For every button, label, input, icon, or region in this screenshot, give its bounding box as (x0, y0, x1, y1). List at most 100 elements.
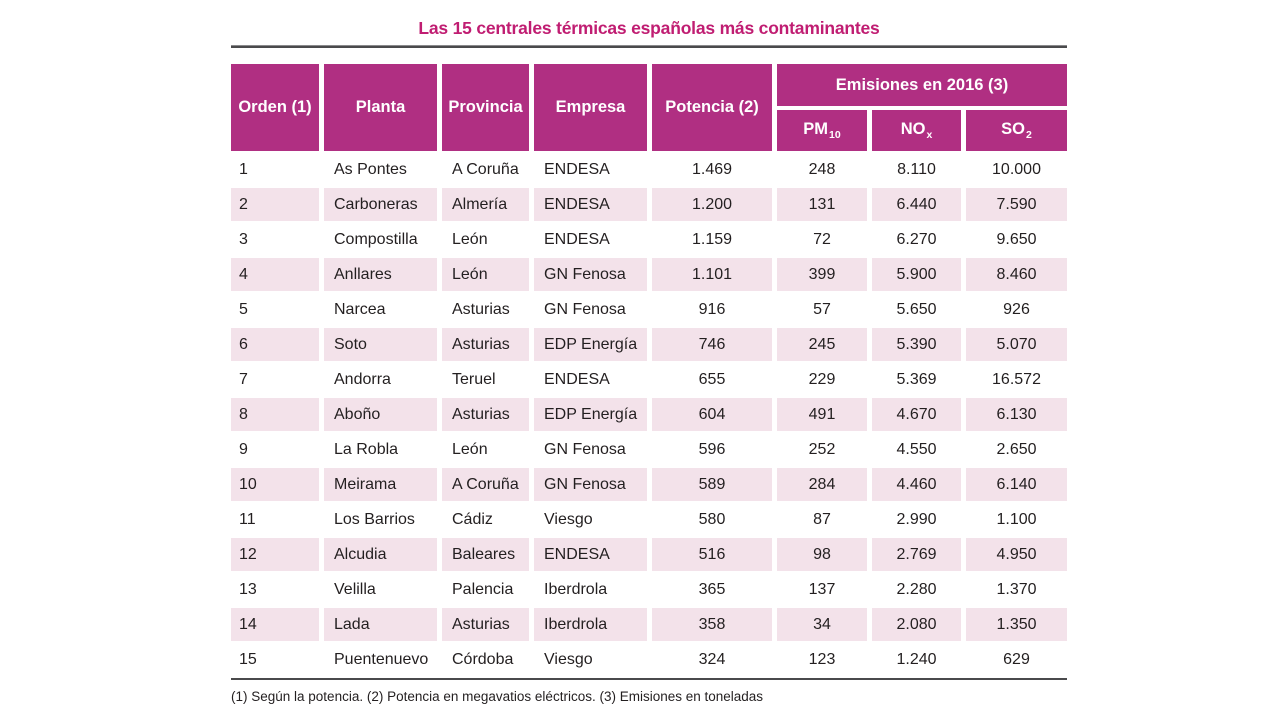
cell-so2: 1.370 (966, 573, 1068, 608)
cell-planta: Narcea (324, 293, 442, 328)
cell-orden: 3 (231, 223, 324, 258)
col-group-emisiones: Emisiones en 2016 (3) (777, 64, 1068, 110)
table-header: Orden (1) Planta Provincia Empresa Poten… (231, 64, 1068, 153)
table-row: 1 As Pontes A Coruña ENDESA 1.469 248 8.… (231, 153, 1068, 188)
cell-orden: 15 (231, 643, 324, 678)
chart-title: Las 15 centrales térmicas españolas más … (418, 18, 880, 38)
cell-pm10: 57 (777, 293, 872, 328)
cell-pm10: 72 (777, 223, 872, 258)
cell-potencia: 596 (652, 433, 777, 468)
cell-provincia: Asturias (442, 398, 534, 433)
cell-so2: 16.572 (966, 363, 1068, 398)
so2-subscript: 2 (1026, 129, 1032, 141)
cell-so2: 1.100 (966, 503, 1068, 538)
cell-empresa: EDP Energía (534, 328, 652, 363)
cell-planta: Compostilla (324, 223, 442, 258)
table-row: 8 Aboño Asturias EDP Energía 604 491 4.6… (231, 398, 1068, 433)
cell-planta: Aboño (324, 398, 442, 433)
cell-empresa: GN Fenosa (534, 468, 652, 503)
cell-planta: Lada (324, 608, 442, 643)
cell-empresa: Iberdrola (534, 608, 652, 643)
cell-planta: La Robla (324, 433, 442, 468)
top-rule (231, 45, 1067, 48)
cell-orden: 11 (231, 503, 324, 538)
cell-pm10: 284 (777, 468, 872, 503)
table-row: 9 La Robla León GN Fenosa 596 252 4.550 … (231, 433, 1068, 468)
cell-potencia: 1.101 (652, 258, 777, 293)
cell-provincia: Teruel (442, 363, 534, 398)
nox-subscript: x (926, 129, 933, 141)
cell-empresa: GN Fenosa (534, 293, 652, 328)
cell-pm10: 229 (777, 363, 872, 398)
cell-so2: 629 (966, 643, 1068, 678)
cell-empresa: GN Fenosa (534, 258, 652, 293)
footnote: (1) Según la potencia. (2) Potencia en m… (231, 689, 764, 704)
cell-empresa: ENDESA (534, 153, 652, 188)
pm10-subscript: 10 (829, 129, 841, 141)
nox-label: NO (900, 120, 926, 138)
cell-pm10: 87 (777, 503, 872, 538)
cell-pm10: 123 (777, 643, 872, 678)
cell-planta: Velilla (324, 573, 442, 608)
col-header-potencia: Potencia (2) (652, 64, 777, 153)
cell-provincia: Almería (442, 188, 534, 223)
cell-provincia: Asturias (442, 328, 534, 363)
cell-empresa: ENDESA (534, 223, 652, 258)
cell-planta: Soto (324, 328, 442, 363)
cell-so2: 6.130 (966, 398, 1068, 433)
table-row: 2 Carboneras Almería ENDESA 1.200 131 6.… (231, 188, 1068, 223)
cell-nox: 4.550 (872, 433, 966, 468)
col-header-empresa: Empresa (534, 64, 652, 153)
cell-planta: Puentenuevo (324, 643, 442, 678)
cell-empresa: Viesgo (534, 643, 652, 678)
cell-so2: 2.650 (966, 433, 1068, 468)
table-row: 6 Soto Asturias EDP Energía 746 245 5.39… (231, 328, 1068, 363)
cell-provincia: Cádiz (442, 503, 534, 538)
cell-orden: 13 (231, 573, 324, 608)
cell-pm10: 248 (777, 153, 872, 188)
cell-orden: 2 (231, 188, 324, 223)
pm10-label: PM (803, 120, 829, 138)
cell-planta: Andorra (324, 363, 442, 398)
cell-pm10: 245 (777, 328, 872, 363)
cell-so2: 926 (966, 293, 1068, 328)
cell-orden: 1 (231, 153, 324, 188)
cell-potencia: 358 (652, 608, 777, 643)
cell-nox: 4.460 (872, 468, 966, 503)
cell-provincia: Córdoba (442, 643, 534, 678)
cell-potencia: 516 (652, 538, 777, 573)
infographic: Las 15 centrales térmicas españolas más … (231, 18, 1068, 704)
col-header-planta: Planta (324, 64, 442, 153)
cell-nox: 2.280 (872, 573, 966, 608)
table-row: 7 Andorra Teruel ENDESA 655 229 5.369 16… (231, 363, 1068, 398)
cell-orden: 6 (231, 328, 324, 363)
cell-pm10: 98 (777, 538, 872, 573)
cell-orden: 14 (231, 608, 324, 643)
cell-potencia: 580 (652, 503, 777, 538)
cell-so2: 1.350 (966, 608, 1068, 643)
cell-orden: 10 (231, 468, 324, 503)
table-row: 3 Compostilla León ENDESA 1.159 72 6.270… (231, 223, 1068, 258)
cell-pm10: 131 (777, 188, 872, 223)
cell-potencia: 604 (652, 398, 777, 433)
table-row: 15 Puentenuevo Córdoba Viesgo 324 123 1.… (231, 643, 1068, 678)
table-row: 4 Anllares León GN Fenosa 1.101 399 5.90… (231, 258, 1068, 293)
cell-potencia: 324 (652, 643, 777, 678)
cell-empresa: ENDESA (534, 363, 652, 398)
cell-provincia: A Coruña (442, 153, 534, 188)
col-header-pm10: PM10 (777, 110, 872, 153)
cell-provincia: León (442, 223, 534, 258)
cell-provincia: Asturias (442, 293, 534, 328)
cell-potencia: 916 (652, 293, 777, 328)
cell-nox: 5.390 (872, 328, 966, 363)
cell-nox: 5.900 (872, 258, 966, 293)
cell-provincia: Asturias (442, 608, 534, 643)
cell-potencia: 365 (652, 573, 777, 608)
cell-so2: 7.590 (966, 188, 1068, 223)
cell-pm10: 34 (777, 608, 872, 643)
cell-so2: 4.950 (966, 538, 1068, 573)
cell-planta: Los Barrios (324, 503, 442, 538)
cell-so2: 10.000 (966, 153, 1068, 188)
table-row: 11 Los Barrios Cádiz Viesgo 580 87 2.990… (231, 503, 1068, 538)
col-header-nox: NOx (872, 110, 966, 153)
